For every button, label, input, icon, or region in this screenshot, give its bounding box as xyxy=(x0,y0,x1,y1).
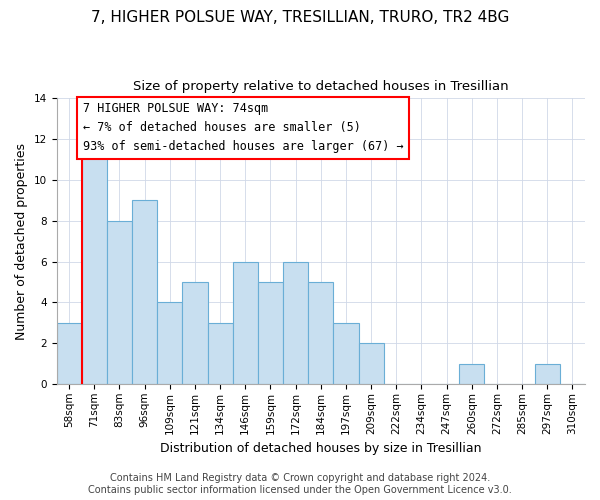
Y-axis label: Number of detached properties: Number of detached properties xyxy=(15,142,28,340)
Bar xyxy=(56,322,82,384)
Bar xyxy=(157,302,182,384)
Bar xyxy=(283,262,308,384)
Bar xyxy=(359,343,383,384)
Bar xyxy=(107,220,132,384)
Bar xyxy=(82,139,107,384)
Text: 7 HIGHER POLSUE WAY: 74sqm
← 7% of detached houses are smaller (5)
93% of semi-d: 7 HIGHER POLSUE WAY: 74sqm ← 7% of detac… xyxy=(83,102,404,154)
Bar xyxy=(208,322,233,384)
Bar xyxy=(459,364,484,384)
Text: 7, HIGHER POLSUE WAY, TRESILLIAN, TRURO, TR2 4BG: 7, HIGHER POLSUE WAY, TRESILLIAN, TRURO,… xyxy=(91,10,509,25)
Bar xyxy=(334,322,359,384)
Bar xyxy=(182,282,208,384)
Bar xyxy=(258,282,283,384)
Text: Contains HM Land Registry data © Crown copyright and database right 2024.
Contai: Contains HM Land Registry data © Crown c… xyxy=(88,474,512,495)
Bar xyxy=(308,282,334,384)
Title: Size of property relative to detached houses in Tresillian: Size of property relative to detached ho… xyxy=(133,80,509,93)
Bar xyxy=(233,262,258,384)
X-axis label: Distribution of detached houses by size in Tresillian: Distribution of detached houses by size … xyxy=(160,442,482,455)
Bar xyxy=(535,364,560,384)
Bar xyxy=(132,200,157,384)
